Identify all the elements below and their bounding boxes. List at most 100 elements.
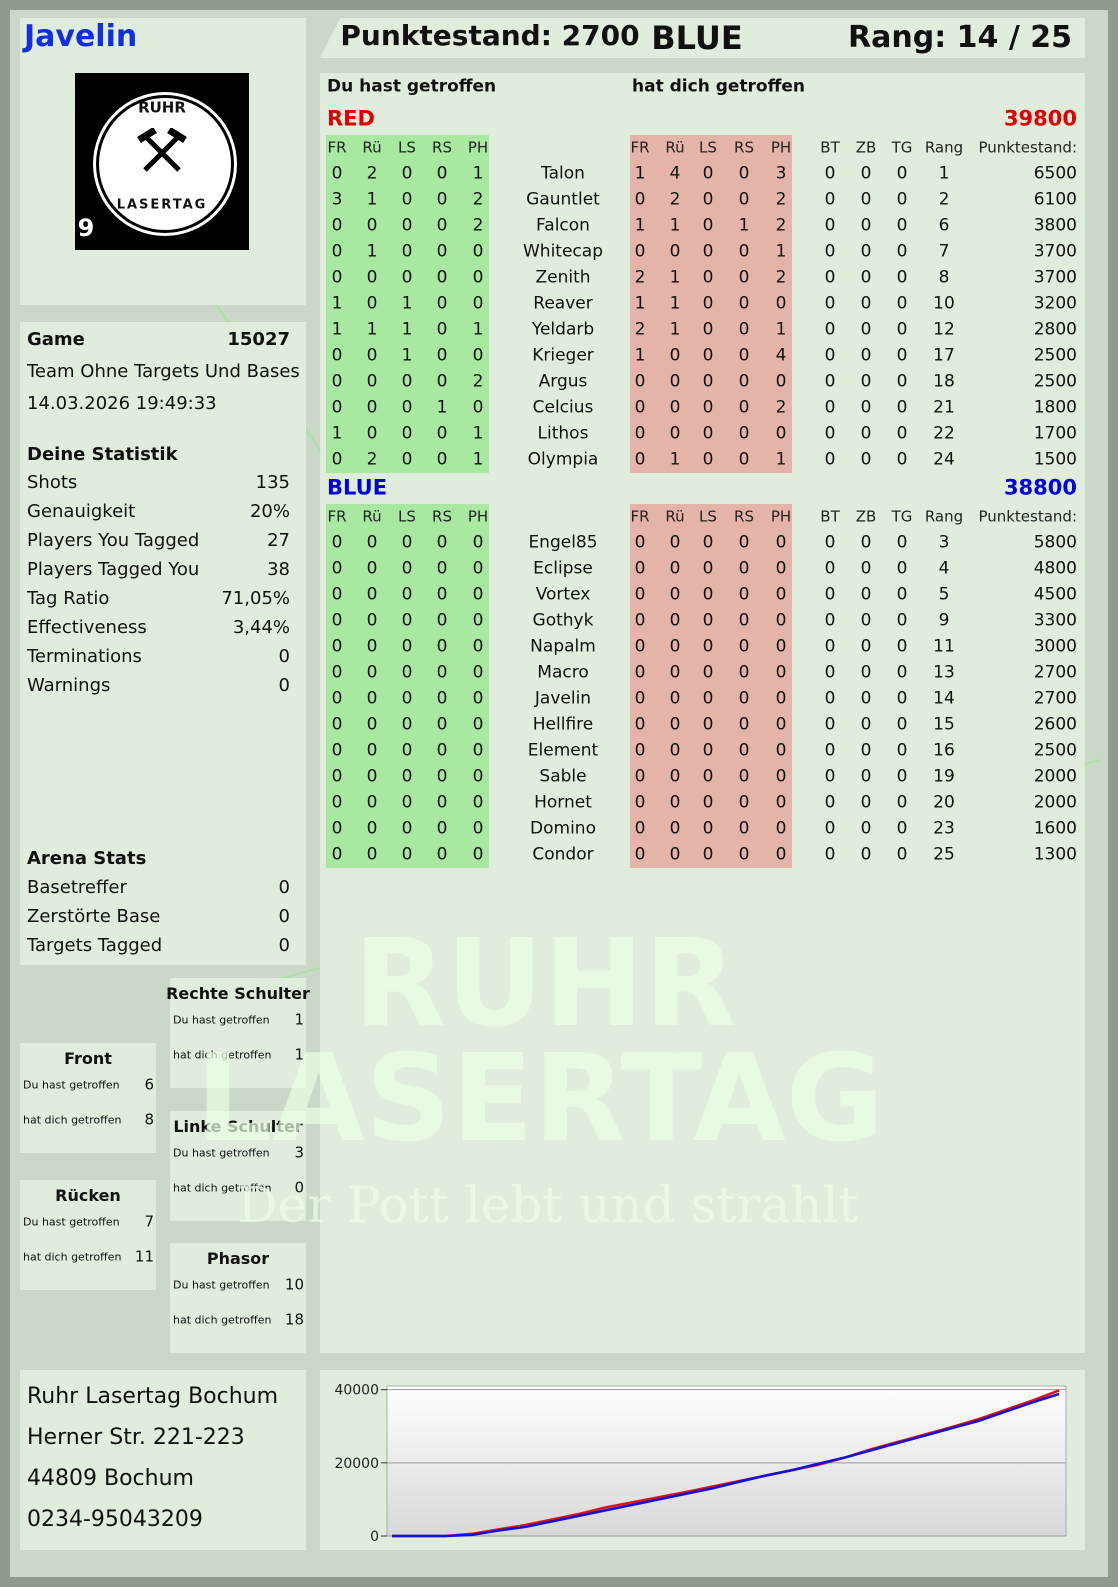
table-cell: 0 xyxy=(634,688,646,709)
table-cell: 11 xyxy=(933,636,955,657)
table-cell: 0 xyxy=(634,423,646,444)
table-cell: 0 xyxy=(860,636,872,657)
table-cell: 0 xyxy=(472,662,484,683)
table-cell: 0 xyxy=(702,766,714,787)
table-cell: 0 xyxy=(702,584,714,605)
table-cell: 2700 xyxy=(1033,688,1077,709)
table-cell: 0 xyxy=(472,532,484,553)
table-cell: 0 xyxy=(436,636,448,657)
table-cell: 0 xyxy=(738,662,750,683)
table-cell: 0 xyxy=(824,371,836,392)
column-header: FR xyxy=(630,507,650,526)
table-cell: 0 xyxy=(896,371,908,392)
table-cell: 0 xyxy=(860,397,872,418)
address-line: Herner Str. 221-223 xyxy=(27,1425,245,1450)
zone-panel xyxy=(170,1243,306,1353)
team-name: RED xyxy=(327,106,375,131)
table-cell: 0 xyxy=(472,610,484,631)
table-cell: 0 xyxy=(669,844,681,865)
table-cell: 0 xyxy=(669,423,681,444)
table-cell: 0 xyxy=(738,293,750,314)
table-cell: 0 xyxy=(366,423,378,444)
player-name: Javelin xyxy=(24,19,138,54)
table-cell: 0 xyxy=(896,584,908,605)
table-cell: 0 xyxy=(702,818,714,839)
table-cell: 12 xyxy=(933,319,955,340)
game-label: Game xyxy=(27,329,85,350)
table-cell: 0 xyxy=(860,584,872,605)
table-cell: 0 xyxy=(436,371,448,392)
table-cell: 0 xyxy=(896,267,908,288)
stat-label: Players Tagged You xyxy=(27,559,200,580)
table-cell: 0 xyxy=(738,818,750,839)
table-cell: 0 xyxy=(860,558,872,579)
table-cell: 0 xyxy=(896,345,908,366)
table-cell: 0 xyxy=(634,558,646,579)
column-header: FR xyxy=(327,138,347,157)
stat-value: 27 xyxy=(267,530,290,551)
stat-value: 71,05% xyxy=(221,588,290,609)
table-cell: 0 xyxy=(896,163,908,184)
table-cell: 0 xyxy=(331,818,343,839)
stat-label: Genauigkeit xyxy=(27,501,136,522)
table-cell: 0 xyxy=(436,267,448,288)
table-cell: 0 xyxy=(860,792,872,813)
stat-label: Terminations xyxy=(27,646,142,667)
table-cell: 0 xyxy=(331,345,343,366)
table-cell: 0 xyxy=(669,662,681,683)
zone-value: 8 xyxy=(144,1110,154,1129)
table-cell: 0 xyxy=(331,163,343,184)
table-cell: 0 xyxy=(896,532,908,553)
table-cell: 2 xyxy=(634,319,646,340)
watermark: Der Pott lebt und strahlt xyxy=(237,1176,859,1234)
table-cell: 0 xyxy=(824,532,836,553)
table-cell: 0 xyxy=(738,688,750,709)
table-cell: 0 xyxy=(401,371,413,392)
table-cell: 0 xyxy=(824,844,836,865)
table-cell: 0 xyxy=(436,766,448,787)
table-cell: 0 xyxy=(824,293,836,314)
table-cell: 0 xyxy=(436,818,448,839)
table-cell: 0 xyxy=(331,714,343,735)
zone-value: 1 xyxy=(294,1045,304,1064)
player-name-cell: Olympia xyxy=(527,449,599,470)
table-cell: 1700 xyxy=(1033,423,1077,444)
player-name-cell: Sable xyxy=(539,766,587,787)
table-cell: 2 xyxy=(775,215,787,236)
table-cell: 0 xyxy=(331,449,343,470)
table-cell: 0 xyxy=(634,189,646,210)
table-cell: 1 xyxy=(669,449,681,470)
table-cell: 5 xyxy=(938,584,950,605)
table-cell: 0 xyxy=(401,189,413,210)
zone-label: hat dich getroffen xyxy=(173,1181,272,1195)
table-cell: 0 xyxy=(401,636,413,657)
table-cell: 2600 xyxy=(1033,714,1077,735)
score: Punktestand: 2700 xyxy=(340,19,640,52)
table-cell: 2 xyxy=(634,267,646,288)
zone-title: Rechte Schulter xyxy=(166,984,310,1003)
zone-value: 6 xyxy=(144,1075,154,1094)
table-cell: 22 xyxy=(933,423,955,444)
column-header: LS xyxy=(699,507,717,526)
table-cell: 25 xyxy=(933,844,955,865)
column-header: Rang xyxy=(924,138,964,157)
table-cell: 1 xyxy=(366,241,378,262)
column-header: Rü xyxy=(665,138,685,157)
table-cell: 0 xyxy=(896,293,908,314)
table-cell: 0 xyxy=(436,449,448,470)
player-name-cell: Zenith xyxy=(535,267,591,288)
table-cell: 0 xyxy=(401,241,413,262)
table-cell: 6100 xyxy=(1033,189,1077,210)
table-cell: 0 xyxy=(775,532,787,553)
table-cell: 1 xyxy=(738,215,750,236)
table-cell: 0 xyxy=(860,423,872,444)
table-cell: 0 xyxy=(702,688,714,709)
table-cell: 0 xyxy=(401,449,413,470)
address-line: 0234-95043209 xyxy=(27,1507,203,1532)
player-name-cell: Vortex xyxy=(535,584,591,605)
table-cell: 0 xyxy=(824,189,836,210)
table-cell: 1600 xyxy=(1033,818,1077,839)
table-cell: 3000 xyxy=(1033,636,1077,657)
table-cell: 0 xyxy=(401,532,413,553)
table-cell: 15 xyxy=(933,714,955,735)
